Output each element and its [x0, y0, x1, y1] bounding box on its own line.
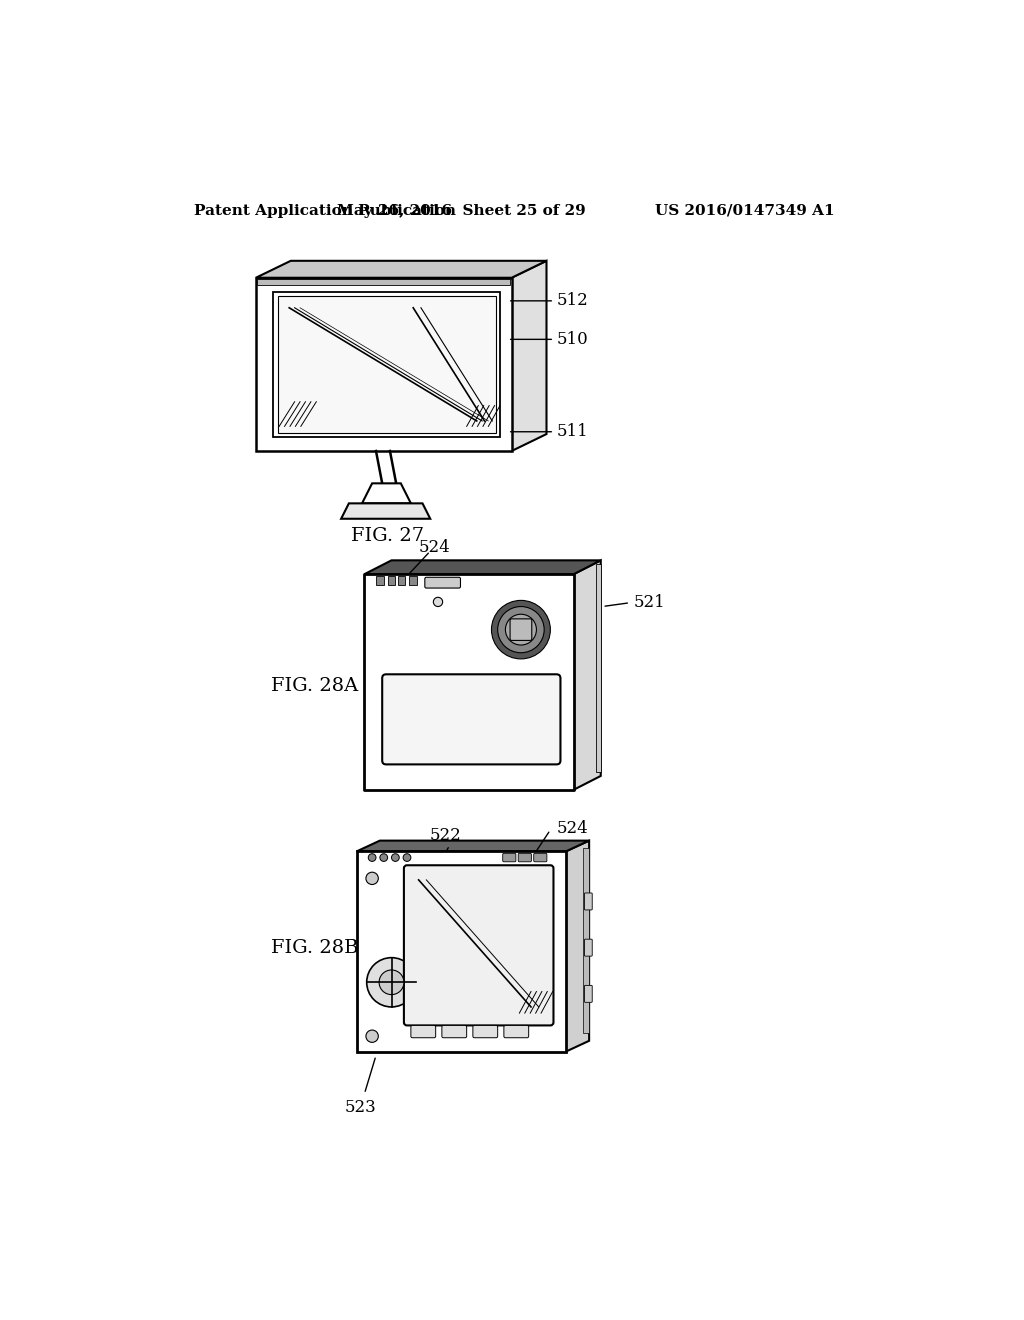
FancyBboxPatch shape: [403, 866, 554, 1026]
Polygon shape: [596, 564, 601, 772]
FancyBboxPatch shape: [425, 577, 461, 589]
Polygon shape: [583, 849, 589, 1034]
Polygon shape: [512, 261, 547, 451]
Polygon shape: [341, 503, 430, 519]
Text: May 26, 2016  Sheet 25 of 29: May 26, 2016 Sheet 25 of 29: [337, 203, 586, 218]
Text: 521: 521: [633, 594, 665, 611]
FancyBboxPatch shape: [585, 892, 592, 909]
Text: 512: 512: [557, 292, 589, 309]
Circle shape: [403, 854, 411, 862]
Circle shape: [512, 620, 530, 639]
FancyBboxPatch shape: [504, 1026, 528, 1038]
Circle shape: [379, 970, 403, 995]
FancyBboxPatch shape: [503, 853, 516, 862]
Circle shape: [433, 597, 442, 607]
Text: 522: 522: [430, 828, 462, 845]
Circle shape: [366, 1030, 378, 1043]
Text: FIG. 27: FIG. 27: [351, 527, 424, 545]
Circle shape: [506, 614, 537, 645]
Polygon shape: [362, 483, 411, 503]
Polygon shape: [365, 561, 601, 574]
Text: 524: 524: [418, 539, 450, 556]
Circle shape: [380, 854, 388, 862]
Text: 511: 511: [557, 424, 589, 441]
Polygon shape: [388, 576, 395, 585]
Circle shape: [498, 607, 544, 653]
Polygon shape: [257, 280, 510, 285]
Polygon shape: [410, 576, 417, 585]
FancyBboxPatch shape: [411, 1026, 435, 1038]
Circle shape: [367, 958, 417, 1007]
FancyBboxPatch shape: [442, 1026, 467, 1038]
Polygon shape: [278, 296, 496, 433]
Polygon shape: [356, 841, 589, 851]
Text: US 2016/0147349 A1: US 2016/0147349 A1: [655, 203, 835, 218]
Polygon shape: [397, 576, 406, 585]
Polygon shape: [365, 574, 573, 789]
Text: Patent Application Publication: Patent Application Publication: [194, 203, 456, 218]
Polygon shape: [376, 576, 384, 585]
Circle shape: [369, 854, 376, 862]
Text: FIG. 28A: FIG. 28A: [271, 677, 358, 694]
FancyBboxPatch shape: [510, 619, 531, 640]
Polygon shape: [566, 841, 589, 1052]
Text: 524: 524: [557, 820, 589, 837]
Text: 523: 523: [345, 1098, 377, 1115]
FancyBboxPatch shape: [534, 853, 547, 862]
Text: 510: 510: [557, 331, 589, 348]
Polygon shape: [356, 851, 566, 1052]
Polygon shape: [256, 277, 512, 451]
FancyBboxPatch shape: [473, 1026, 498, 1038]
Polygon shape: [273, 292, 500, 437]
Polygon shape: [573, 561, 601, 789]
FancyBboxPatch shape: [585, 985, 592, 1002]
Circle shape: [391, 854, 399, 862]
FancyBboxPatch shape: [518, 853, 531, 862]
Text: FIG. 28B: FIG. 28B: [271, 939, 358, 957]
FancyBboxPatch shape: [382, 675, 560, 764]
Polygon shape: [256, 261, 547, 277]
Circle shape: [366, 873, 378, 884]
FancyBboxPatch shape: [585, 940, 592, 956]
Circle shape: [492, 601, 550, 659]
